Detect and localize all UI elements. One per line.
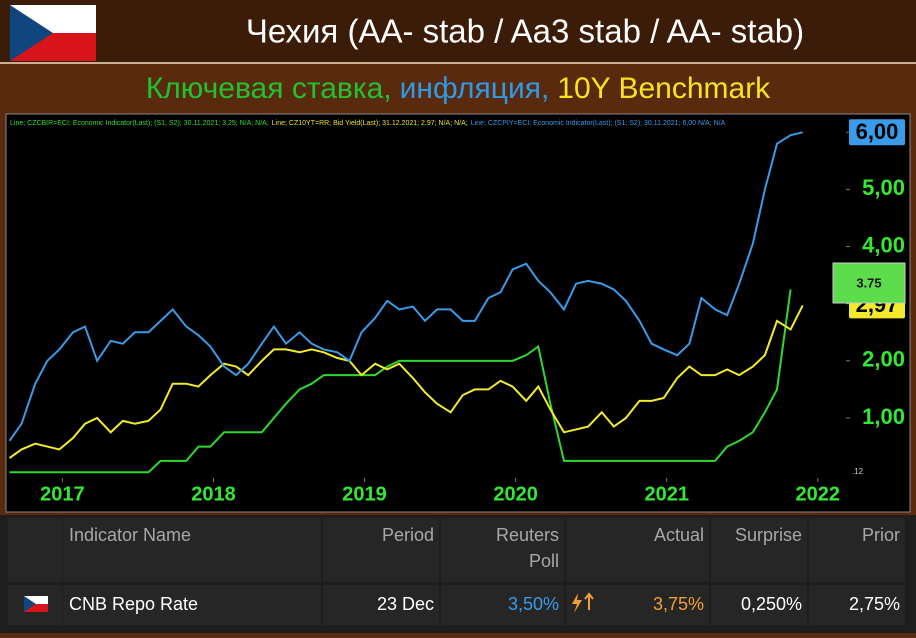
title: Чехия (AA- stab / Aa3 stab / AA- stab) <box>246 13 804 50</box>
header-line: Reuters <box>496 525 559 545</box>
x-tick-label: 2017 <box>40 483 85 505</box>
legend: Line; CZCBIR=ECI; Economic Indicator(Las… <box>10 120 726 127</box>
header-cell <box>711 518 807 582</box>
header-line: Poll <box>529 551 559 571</box>
table: Indicator Name CNB Repo Rate Period 23 Dec R… <box>8 518 905 625</box>
cell <box>441 585 564 625</box>
cell-text: 2,75% <box>849 594 900 614</box>
cell <box>323 585 439 625</box>
chart-frame <box>5 113 911 513</box>
column-header: Period <box>382 525 434 545</box>
series-line <box>9 289 792 474</box>
column-header: Indicator Name <box>69 525 191 545</box>
flag <box>10 5 96 61</box>
callout: 3.75 <box>856 275 881 290</box>
header-cell <box>566 518 709 582</box>
cell <box>8 518 62 582</box>
cell-text: CNB Repo Rate <box>69 594 198 614</box>
title-band <box>0 0 916 62</box>
header-cell <box>441 518 564 582</box>
subtitle: Ключевая ставка, инфляция, 10Y Benchmark <box>146 72 771 105</box>
column-header: Reuters Poll <box>496 525 559 571</box>
cell <box>711 585 807 625</box>
x-tick-label: 2022 <box>796 483 841 505</box>
x-tick-label: 2019 <box>342 483 387 505</box>
column-header: Prior <box>862 525 900 545</box>
y-tick-label: 2,00 <box>862 347 905 372</box>
cell <box>63 585 321 625</box>
separator <box>0 62 916 64</box>
header-cell <box>323 518 439 582</box>
column-header: Actual <box>654 525 704 545</box>
cell-text: 3,75% <box>653 594 704 614</box>
y-tick-label: 4,00 <box>862 232 905 257</box>
trend-icon <box>572 592 594 613</box>
x-tick-label: 2021 <box>644 483 689 505</box>
end-label-box <box>849 119 905 146</box>
callout-box <box>832 262 906 304</box>
y-tick-label: 5,00 <box>862 175 905 200</box>
cell-text: 3,50% <box>508 594 559 614</box>
legend-entry: Line; CZCBIR=ECI; Economic Indicator(Las… <box>10 120 269 127</box>
flag-small <box>24 596 48 612</box>
subtitle-part: Ключевая ставка, <box>146 72 392 105</box>
header-cell <box>809 518 905 582</box>
cell-text: 23 Dec <box>377 594 434 614</box>
corner-label: .12 <box>852 467 864 476</box>
column-header: Surprise <box>735 525 802 545</box>
cell-text: 0,250% <box>741 594 802 614</box>
y-tick-label: 1,00 <box>862 404 905 429</box>
end-label: 6,00 <box>856 119 899 144</box>
x-tick-label: 2020 <box>493 483 538 505</box>
subtitle-part: 10Y Benchmark <box>557 72 771 105</box>
series-line <box>8 304 804 459</box>
header-cell <box>63 518 321 582</box>
legend-entry: Line; CZCPIY=ECI; Economic Indicator(Las… <box>471 120 726 127</box>
legend-entry: Line; CZ10YT=RR; Bid Yield(Last); 31.12.… <box>272 120 468 127</box>
cell <box>809 585 905 625</box>
series-line <box>8 131 803 442</box>
x-tick-label: 2018 <box>191 483 236 505</box>
subtitle-part: инфляция, <box>400 72 550 105</box>
